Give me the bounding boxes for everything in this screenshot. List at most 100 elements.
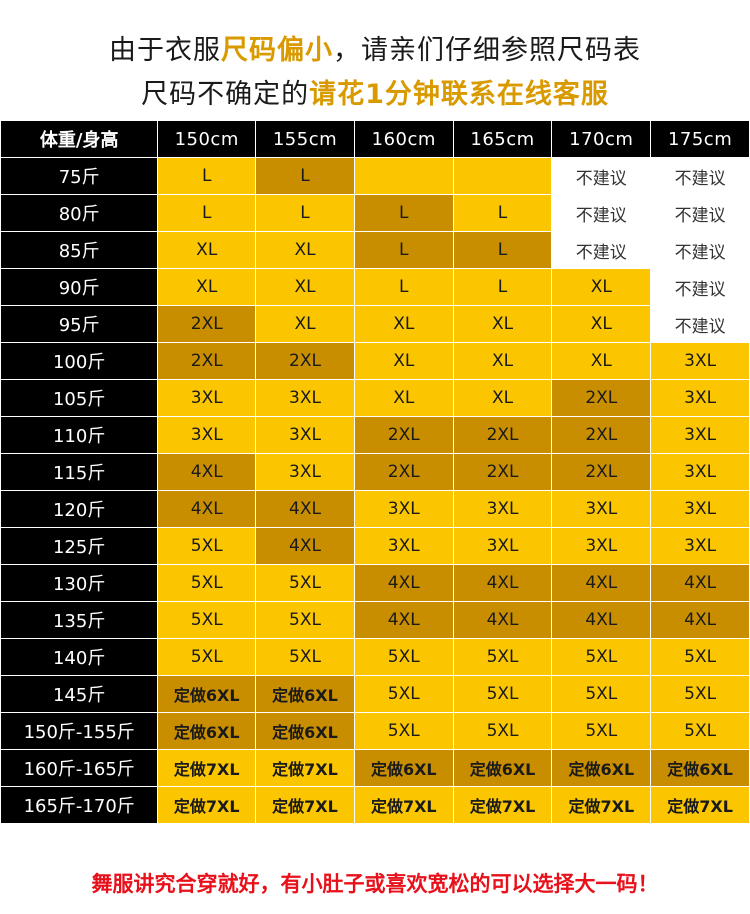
size-cell: 定做7XL <box>255 786 355 824</box>
table-row: 120斤 4XL 4XL 3XL 3XL 3XL 3XL <box>0 490 750 528</box>
size-cell: 2XL <box>157 305 257 343</box>
size-cell: 2XL <box>353 453 454 491</box>
size-cell: 2XL <box>157 342 257 380</box>
table-row: 80斤 L L L L 不建议 不建议 <box>0 194 750 232</box>
row-weight-label: 160斤-165斤 <box>0 749 159 787</box>
size-cell: 定做6XL <box>255 712 355 750</box>
size-cell: 5XL <box>551 712 652 750</box>
size-cell: 定做7XL <box>255 749 355 787</box>
size-cell: 3XL <box>650 379 750 417</box>
size-cell: 5XL <box>650 638 750 676</box>
size-cell: 3XL <box>650 527 750 565</box>
size-cell: XL <box>157 268 257 306</box>
size-cell: L <box>157 194 257 232</box>
size-cell: 4XL <box>353 601 454 639</box>
size-cell: 4XL <box>157 453 257 491</box>
size-cell: 2XL <box>551 416 652 454</box>
size-cell: 定做6XL <box>551 749 652 787</box>
row-weight-label: 110斤 <box>0 416 159 454</box>
column-header: 170cm <box>551 120 652 158</box>
size-cell: 不建议 <box>650 231 750 269</box>
table-row: 110斤 3XL 3XL 2XL 2XL 2XL 3XL <box>0 416 750 454</box>
size-cell: 不建议 <box>551 194 652 232</box>
table-row: 150斤-155斤 定做6XL 定做6XL 5XL 5XL 5XL 5XL <box>0 712 750 750</box>
table-row: 105斤 3XL 3XL XL XL 2XL 3XL <box>0 379 750 417</box>
table-row: 115斤 4XL 3XL 2XL 2XL 2XL 3XL <box>0 453 750 491</box>
size-cell: 2XL <box>452 416 553 454</box>
size-cell: 3XL <box>650 416 750 454</box>
size-cell: 定做7XL <box>157 786 257 824</box>
size-cell <box>452 157 553 195</box>
size-cell: XL <box>551 268 652 306</box>
size-cell: 3XL <box>452 527 553 565</box>
row-weight-label: 135斤 <box>0 601 159 639</box>
size-cell: 定做6XL <box>452 749 553 787</box>
row-weight-label: 100斤 <box>0 342 159 380</box>
row-weight-label: 115斤 <box>0 453 159 491</box>
size-cell: 定做7XL <box>353 786 454 824</box>
size-cell: 定做7XL <box>650 786 750 824</box>
size-cell: 2XL <box>255 342 355 380</box>
size-cell: 不建议 <box>650 268 750 306</box>
size-cell: 不建议 <box>551 157 652 195</box>
table-row: 160斤-165斤 定做7XL 定做7XL 定做6XL 定做6XL 定做6XL 定做6XL <box>0 749 750 787</box>
row-weight-label: 75斤 <box>0 157 159 195</box>
row-weight-label: 80斤 <box>0 194 159 232</box>
size-cell: 3XL <box>650 342 750 380</box>
size-cell: L <box>452 194 553 232</box>
size-cell: 3XL <box>650 490 750 528</box>
size-cell: 3XL <box>157 379 257 417</box>
size-cell: 2XL <box>353 416 454 454</box>
size-cell: 3XL <box>353 527 454 565</box>
table-row: 95斤 2XL XL XL XL XL 不建议 <box>0 305 750 343</box>
size-cell: 4XL <box>353 564 454 602</box>
size-cell: 定做7XL <box>551 786 652 824</box>
size-cell: 4XL <box>650 601 750 639</box>
size-cell: 5XL <box>551 675 652 713</box>
size-cell: 5XL <box>551 638 652 676</box>
size-cell: 4XL <box>650 564 750 602</box>
size-cell: XL <box>452 379 553 417</box>
column-header: 155cm <box>255 120 355 158</box>
size-cell: L <box>452 268 553 306</box>
table-header-row: 体重/身高 150cm 155cm 160cm 165cm 170cm 175c… <box>0 120 750 158</box>
size-cell: 3XL <box>452 490 553 528</box>
size-cell: XL <box>353 342 454 380</box>
size-cell: 定做6XL <box>353 749 454 787</box>
size-cell: L <box>157 157 257 195</box>
size-cell: 5XL <box>157 527 257 565</box>
size-cell: 4XL <box>551 601 652 639</box>
size-cell: XL <box>353 379 454 417</box>
table-row: 75斤 L L 不建议 不建议 <box>0 157 750 195</box>
size-cell: XL <box>452 342 553 380</box>
size-cell: 5XL <box>353 675 454 713</box>
size-cell: 4XL <box>452 601 553 639</box>
size-cell: 3XL <box>255 379 355 417</box>
column-header: 150cm <box>157 120 257 158</box>
header-line-1-highlight: 尺码偏小 <box>221 35 333 66</box>
size-cell: 3XL <box>353 490 454 528</box>
row-weight-label: 125斤 <box>0 527 159 565</box>
footer-note: 舞服讲究合穿就好，有小肚子或喜欢宽松的可以选择大一码！ <box>91 872 659 896</box>
size-cell: XL <box>353 305 454 343</box>
size-cell: 定做6XL <box>157 712 257 750</box>
row-weight-label: 145斤 <box>0 675 159 713</box>
column-header: 160cm <box>353 120 454 158</box>
size-cell: 5XL <box>157 601 257 639</box>
size-cell: 3XL <box>255 453 355 491</box>
size-cell: L <box>353 194 454 232</box>
size-cell: 5XL <box>452 712 553 750</box>
size-cell: 5XL <box>650 675 750 713</box>
row-weight-label: 130斤 <box>0 564 159 602</box>
table-row: 85斤 XL XL L L 不建议 不建议 <box>0 231 750 269</box>
size-cell: 3XL <box>650 453 750 491</box>
size-cell: 5XL <box>452 675 553 713</box>
size-cell: 定做7XL <box>452 786 553 824</box>
row-weight-label: 120斤 <box>0 490 159 528</box>
size-cell: 5XL <box>353 638 454 676</box>
size-cell: 不建议 <box>650 194 750 232</box>
size-cell: 3XL <box>551 490 652 528</box>
row-weight-label: 85斤 <box>0 231 159 269</box>
size-chart-table: 体重/身高 150cm 155cm 160cm 165cm 170cm 175c… <box>0 120 750 824</box>
row-weight-label: 105斤 <box>0 379 159 417</box>
